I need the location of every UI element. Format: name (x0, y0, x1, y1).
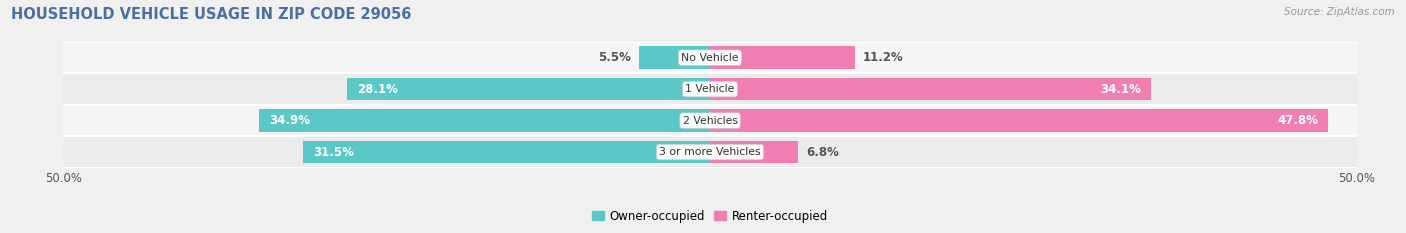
Text: 6.8%: 6.8% (806, 146, 838, 158)
Text: 34.9%: 34.9% (269, 114, 309, 127)
Legend: Owner-occupied, Renter-occupied: Owner-occupied, Renter-occupied (586, 205, 834, 227)
Bar (63, 136, 1357, 168)
Text: 1 Vehicle: 1 Vehicle (685, 84, 735, 94)
Text: 31.5%: 31.5% (314, 146, 354, 158)
Bar (259, 109, 710, 132)
Bar (346, 78, 710, 100)
Text: 2 Vehicles: 2 Vehicles (682, 116, 738, 126)
Bar (710, 109, 1329, 132)
Text: HOUSEHOLD VEHICLE USAGE IN ZIP CODE 29056: HOUSEHOLD VEHICLE USAGE IN ZIP CODE 2905… (11, 7, 412, 22)
Text: 5.5%: 5.5% (598, 51, 631, 64)
Bar (63, 73, 1357, 105)
Bar (63, 42, 1357, 73)
Bar (710, 78, 1152, 100)
Bar (638, 46, 710, 69)
Bar (710, 141, 799, 163)
Text: No Vehicle: No Vehicle (682, 53, 738, 63)
Text: 34.1%: 34.1% (1099, 83, 1140, 96)
Bar (710, 46, 855, 69)
Text: Source: ZipAtlas.com: Source: ZipAtlas.com (1284, 7, 1395, 17)
Text: 28.1%: 28.1% (357, 83, 398, 96)
Bar (63, 105, 1357, 136)
Bar (302, 141, 710, 163)
Text: 47.8%: 47.8% (1277, 114, 1317, 127)
Text: 3 or more Vehicles: 3 or more Vehicles (659, 147, 761, 157)
Text: 11.2%: 11.2% (863, 51, 904, 64)
